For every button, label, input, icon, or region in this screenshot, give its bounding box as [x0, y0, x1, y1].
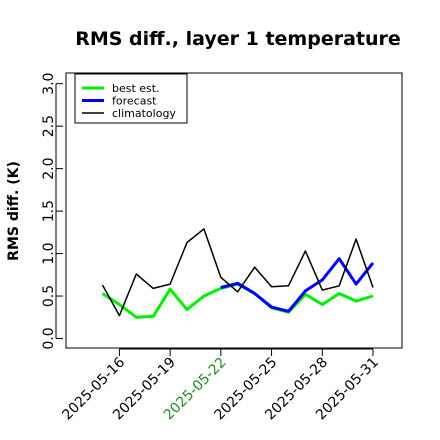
y-tick-label: 2.5 — [41, 115, 57, 137]
series-line-climatology — [101, 228, 374, 317]
x-axis: 2025-05-162025-05-192025-05-222025-05-25… — [59, 348, 382, 423]
y-tick-label: 0.5 — [41, 285, 57, 307]
series-line-best-est — [101, 282, 374, 319]
y-tick-label: 2.0 — [41, 158, 57, 180]
y-tick-label: 0.0 — [41, 327, 57, 349]
legend-label: forecast — [112, 95, 157, 108]
y-tick-label: 1.0 — [41, 242, 57, 264]
legend-label: climatology — [112, 107, 176, 120]
series-layer — [101, 228, 375, 319]
y-axis-label: RMS diff. (K) — [6, 161, 22, 261]
legend-label: best est. — [112, 82, 160, 95]
plot-frame — [65, 72, 403, 349]
legend-box — [74, 73, 188, 124]
y-tick-label: 3.0 — [41, 73, 57, 95]
y-axis: 0.0 0.5 1.0 1.5 2.0 2.5 3.0 — [41, 73, 63, 350]
y-tick-label: 1.5 — [41, 200, 57, 222]
chart-title: RMS diff., layer 1 temperature — [75, 28, 401, 50]
series-line-forecast — [220, 257, 375, 313]
